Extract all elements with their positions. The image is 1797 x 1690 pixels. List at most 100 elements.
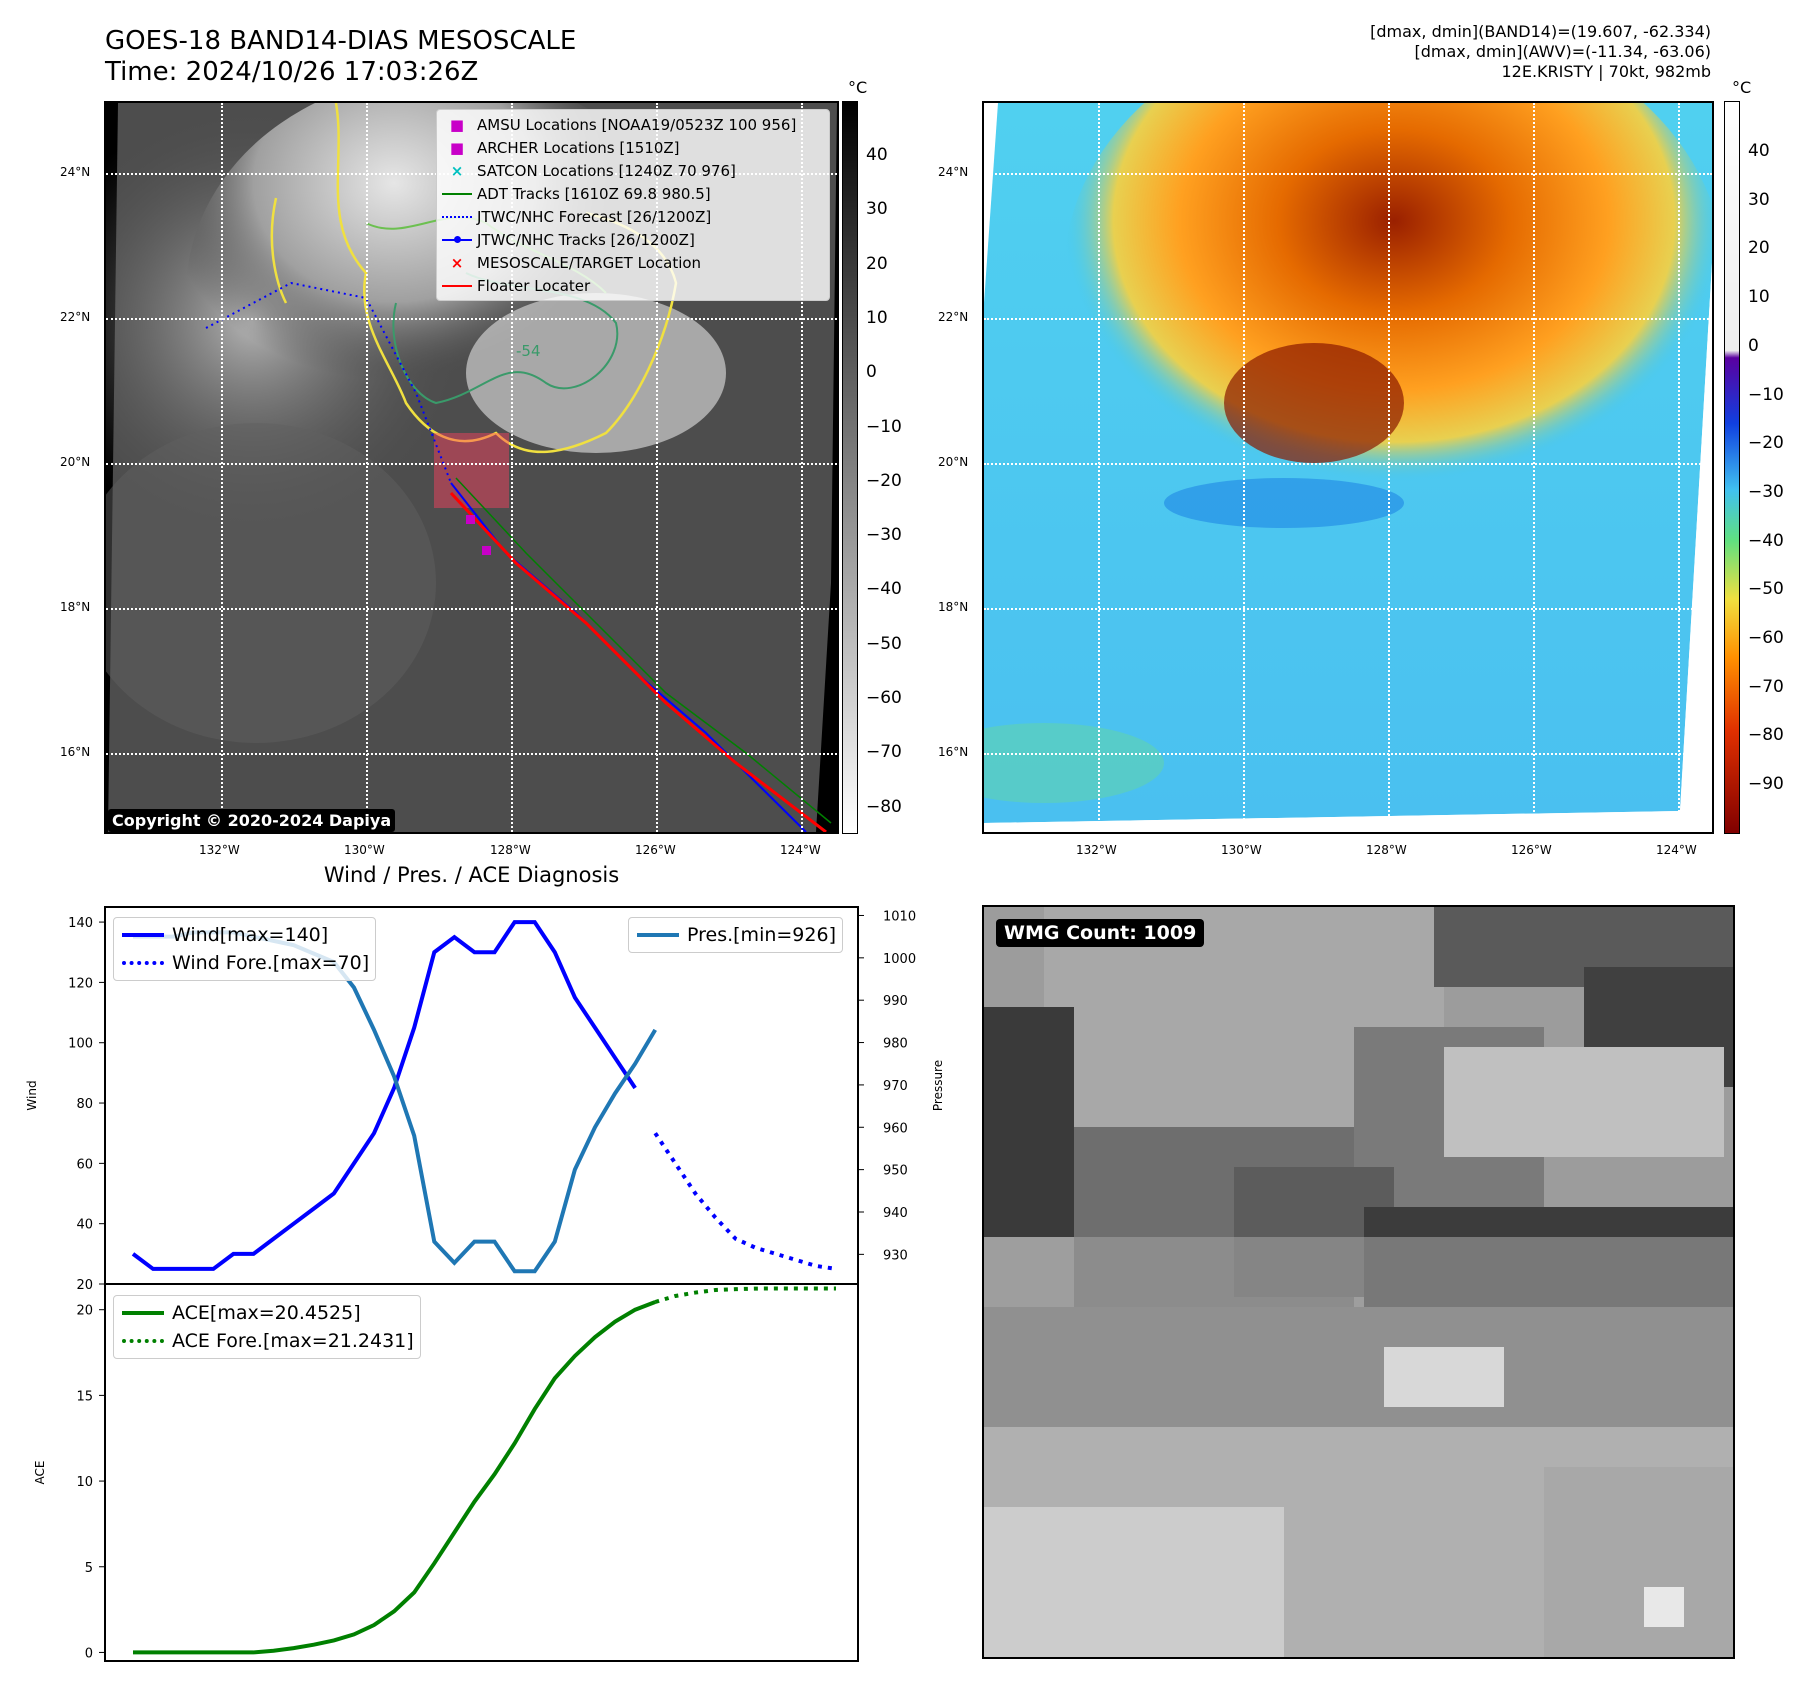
colorbar-tick-label: −20 — [1748, 433, 1784, 454]
legend-item-satcon: × SATCON Locations [1240Z 70 976] — [437, 159, 829, 182]
awv-map-image — [984, 103, 1712, 832]
ace-series-line-1 — [654, 1286, 836, 1304]
legend-label: JTWC/NHC Forecast [26/1200Z] — [477, 207, 712, 226]
y-tick-label: 40 — [76, 1218, 93, 1233]
y-tick-label: 10 — [76, 1475, 93, 1490]
legend-item-tracks: JTWC/NHC Tracks [26/1200Z] — [437, 228, 829, 251]
line-marker-icon — [114, 933, 172, 937]
lon-label: 126°W — [635, 843, 676, 857]
y-right-tick-label: 1000 — [883, 952, 916, 967]
legend-item-forecast: JTWC/NHC Forecast [26/1200Z] — [437, 205, 829, 228]
colorbar-tick-label: −40 — [866, 579, 902, 600]
legend-item-ace: ACE[max=20.4525] — [114, 1299, 414, 1327]
legend-label: ADT Tracks [1610Z 69.8 980.5] — [477, 184, 711, 203]
y-tick-label: 80 — [76, 1097, 93, 1112]
y-right-tick-label: 930 — [883, 1248, 908, 1263]
legend-label: MESOSCALE/TARGET Location — [477, 253, 702, 272]
wmg-count-badge: WMG Count: 1009 — [996, 919, 1205, 947]
legend-label: Wind Fore.[max=70] — [172, 952, 370, 974]
title-line-1: GOES-18 BAND14-DIAS MESOSCALE — [105, 26, 577, 56]
series-line-2 — [133, 930, 657, 1274]
legend-label: AMSU Locations [NOAA19/0523Z 100 956] — [477, 115, 797, 134]
lon-label: 126°W — [1511, 843, 1552, 857]
mesoscale-target-box — [434, 433, 509, 508]
legend-item-wind-forecast: Wind Fore.[max=70] — [114, 949, 369, 977]
colorbar-tick-label: 10 — [1748, 287, 1770, 308]
colorbar-tick-label: −80 — [1748, 725, 1784, 746]
lat-label: 18°N — [60, 600, 91, 614]
copyright-badge: Copyright © 2020-2024 Dapiya — [108, 809, 396, 832]
legend-label: Wind[max=140] — [172, 924, 329, 946]
right-title: [dmax, dmin](BAND14)=(19.607, -62.334) [… — [1370, 22, 1711, 82]
legend-item-floater: Floater Locater — [437, 274, 829, 297]
lat-label: 20°N — [938, 455, 969, 469]
legend-item-amsu: ■ AMSU Locations [NOAA19/0523Z 100 956] — [437, 113, 829, 136]
line-marker-icon — [437, 192, 477, 195]
y-right-tick-label: 960 — [883, 1121, 908, 1136]
pressure-legend: Pres.[min=926] — [628, 917, 843, 953]
legend-label: Pres.[min=926] — [687, 924, 836, 946]
line-marker-icon — [114, 1311, 172, 1315]
lat-label: 24°N — [60, 165, 91, 179]
y-tick-label: 140 — [68, 916, 93, 931]
lat-label: 18°N — [938, 600, 969, 614]
wmg-panel: WMG Count: 1009 — [982, 905, 1735, 1659]
y-tick-label: 100 — [68, 1037, 93, 1052]
y-tick-label: 120 — [68, 976, 93, 991]
gray-colorbar — [842, 101, 858, 834]
legend-label: ACE[max=20.4525] — [172, 1302, 361, 1324]
lat-label: 22°N — [60, 310, 91, 324]
colorbar-tick-label: 30 — [866, 199, 888, 220]
colorbar-tick-label: −70 — [1748, 676, 1784, 697]
ir-map-panel: -54 ■ AMSU Locations [NOAA19/0523Z 100 9… — [104, 101, 839, 834]
colorbar-tick-label: −20 — [866, 470, 902, 491]
y-axis-label: Wind — [25, 1080, 39, 1110]
legend-label: ARCHER Locations [1510Z] — [477, 138, 680, 157]
y-tick-label: 60 — [76, 1157, 93, 1172]
map-legend: ■ AMSU Locations [NOAA19/0523Z 100 956] … — [436, 109, 830, 301]
colorbar-tick-label: −10 — [866, 416, 902, 437]
contour-label: -54 — [516, 342, 541, 360]
legend-item-archer: ■ ARCHER Locations [1510Z] — [437, 136, 829, 159]
legend-label: JTWC/NHC Tracks [26/1200Z] — [477, 230, 695, 249]
colorbar-tick-label: 0 — [1748, 335, 1759, 356]
lat-label: 24°N — [938, 165, 969, 179]
lon-label: 132°W — [199, 843, 240, 857]
diagnosis-title: Wind / Pres. / ACE Diagnosis — [323, 863, 620, 887]
awv-map-panel — [982, 101, 1714, 834]
title-line-2: Time: 2024/10/26 17:03:26Z — [105, 57, 479, 87]
colorbar-tick-label: 0 — [866, 362, 877, 383]
colorbar-tick-label: −30 — [1748, 481, 1784, 502]
colorbar-tick-label: 40 — [1748, 141, 1770, 161]
colorbar-tick-label: −40 — [1748, 530, 1784, 551]
y-right-tick-label: 970 — [883, 1079, 908, 1094]
legend-item-target: × MESOSCALE/TARGET Location — [437, 251, 829, 274]
y-right-tick-label: 980 — [883, 1037, 908, 1052]
x-marker-icon: × — [450, 253, 464, 272]
colorbar-tick-label: 20 — [866, 253, 888, 274]
y-right-tick-label: 1010 — [883, 909, 916, 924]
colorbar-tick-label: −90 — [1748, 774, 1784, 795]
ace-axis-label: ACE — [33, 1461, 47, 1485]
ace-legend: ACE[max=20.4525] ACE Fore.[max=21.2431] — [113, 1295, 421, 1359]
dotted-line-icon — [114, 1339, 172, 1343]
legend-item-wind: Wind[max=140] — [114, 921, 369, 949]
dotted-line-icon — [437, 215, 477, 218]
line-marker-icon — [629, 933, 687, 937]
legend-label: Floater Locater — [477, 276, 591, 295]
gray-colorbar-unit: °C — [848, 78, 868, 97]
lat-label: 16°N — [938, 745, 969, 759]
y-right-tick-label: 990 — [883, 994, 908, 1009]
figure-title: GOES-18 BAND14-DIAS MESOSCALE Time: 2024… — [105, 26, 576, 88]
colorbar-tick-label: −60 — [1748, 628, 1784, 648]
ace-series-line-0 — [133, 1300, 656, 1655]
line-marker-icon — [437, 284, 477, 287]
right-title-line-3: 12E.KRISTY | 70kt, 982mb — [1501, 62, 1712, 81]
y-tick-label: 15 — [76, 1389, 93, 1404]
lat-label: 22°N — [938, 310, 969, 324]
colorbar-tick-label: 20 — [1748, 238, 1770, 259]
wind-legend: Wind[max=140] Wind Fore.[max=70] — [113, 917, 377, 981]
wmg-image — [984, 907, 1733, 1657]
colorbar-tick-label: −10 — [1748, 384, 1784, 405]
series-line-1 — [653, 1132, 837, 1271]
